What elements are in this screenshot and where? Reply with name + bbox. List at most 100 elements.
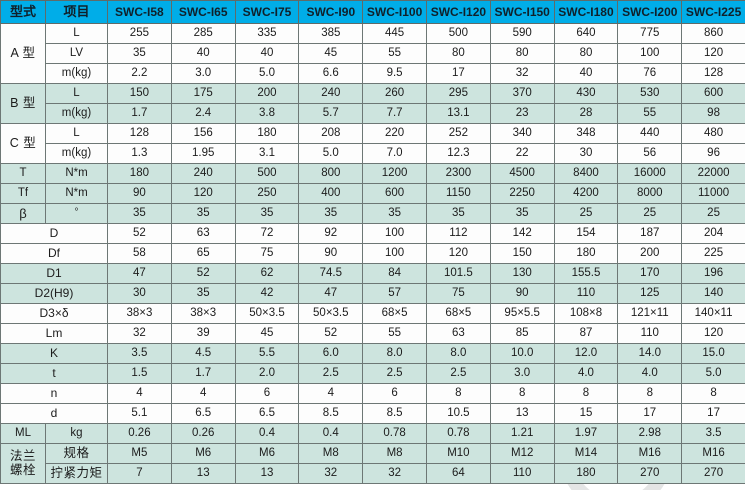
data-cell: 1.21	[489, 423, 555, 444]
row-item-label: n	[0, 383, 108, 404]
header-model-2: SWC-I75	[234, 0, 300, 24]
table-row: D1 47 52 62 74.5 84 101.5 130 155.5 170 196	[0, 263, 745, 284]
data-cell: 92	[298, 223, 364, 244]
row-item-label: m(kg)	[45, 63, 108, 84]
data-cell: 35	[234, 203, 300, 224]
row-item-label: LV	[45, 43, 108, 64]
data-cell: 4	[170, 383, 236, 404]
header-model-9: SWC-I225	[681, 0, 745, 24]
table-row: d 5.1 6.5 6.5 8.5 8.5 10.5 13 15 17 17	[0, 403, 745, 424]
table-row: B 型 L 150 175 200 240 260 295 370 430 530 600	[0, 83, 745, 124]
data-cell: 250	[234, 183, 300, 204]
data-cell: 13	[234, 463, 300, 484]
data-cell: 600	[362, 183, 427, 204]
data-cell: 225	[681, 243, 745, 264]
data-cell: 3.5	[681, 423, 745, 444]
data-cell: 58	[107, 243, 172, 264]
data-cell: 500	[234, 163, 300, 184]
data-cell: 156	[170, 123, 236, 144]
table-header: 型式 项目 SWC-I58 SWC-I65 SWC-I75 SWC-I90 SW…	[0, 0, 745, 24]
data-cell: 17	[681, 403, 745, 424]
data-cell: 5.1	[107, 403, 172, 424]
data-cell: 63	[425, 323, 491, 344]
header-row: 型式 项目 SWC-I58 SWC-I65 SWC-I75 SWC-I90 SW…	[0, 0, 745, 24]
data-cell: 3.0	[489, 363, 555, 384]
header-model-3: SWC-I90	[298, 0, 364, 24]
data-cell: 35	[170, 283, 236, 304]
data-cell: 400	[298, 183, 364, 204]
data-cell: M12	[489, 443, 555, 464]
table-row: 拧紧力矩 7 13 13 32 32 64 110 180 270 270	[1, 463, 745, 484]
data-cell: 35	[107, 203, 172, 224]
table-row: m(kg) 1.7 2.4 3.8 5.7 7.7 13.1 23 28 55 98	[1, 103, 745, 124]
row-item-label: D1	[0, 263, 108, 284]
data-cell: 2.2	[107, 63, 172, 84]
row-item-label: N*m	[45, 183, 108, 204]
data-cell: 440	[617, 123, 683, 144]
data-cell: 1.95	[170, 143, 236, 164]
data-cell: 5.7	[298, 103, 364, 124]
header-model-1: SWC-I65	[170, 0, 236, 24]
data-cell: 55	[362, 323, 427, 344]
data-cell: 240	[298, 83, 364, 104]
data-cell: 7	[107, 463, 172, 484]
data-cell: 120	[170, 183, 236, 204]
data-cell: 370	[489, 83, 555, 104]
header-model-0: SWC-I58	[107, 0, 172, 24]
data-cell: 22	[489, 143, 555, 164]
data-cell: 62	[234, 263, 300, 284]
data-cell: 100	[362, 223, 427, 244]
header-model-8: SWC-I200	[617, 0, 683, 24]
data-cell: 47	[298, 283, 364, 304]
data-cell: 500	[425, 23, 491, 44]
data-cell: 63	[170, 223, 236, 244]
row-group-label: β	[0, 203, 46, 224]
data-cell: 120	[425, 243, 491, 264]
data-cell: 140×11	[681, 303, 745, 324]
data-cell: 80	[425, 43, 491, 64]
data-cell: 3.8	[234, 103, 300, 124]
row-item-label: Df	[0, 243, 108, 264]
header-model-5: SWC-I120	[425, 0, 491, 24]
table-row: C 型 L 128 156 180 208 220 252 340 348 440 480	[0, 123, 745, 164]
row-group-label: 法兰 螺栓	[0, 443, 46, 484]
data-cell: 600	[681, 83, 745, 104]
data-cell: 100	[362, 243, 427, 264]
header-model-7: SWC-I180	[553, 0, 619, 24]
data-cell: 3.5	[107, 343, 172, 364]
data-cell: 8400	[553, 163, 619, 184]
data-cell: 140	[681, 283, 745, 304]
data-cell: 8000	[617, 183, 683, 204]
table-row: D2(H9) 30 35 42 47 57 75 90 110 125 140	[0, 283, 745, 304]
data-cell: 108×8	[553, 303, 619, 324]
data-cell: 180	[234, 123, 300, 144]
data-cell: 96	[681, 143, 745, 164]
header-type: 型式	[0, 0, 46, 24]
data-cell: 40	[234, 43, 300, 64]
data-cell: 252	[425, 123, 491, 144]
data-cell: 295	[425, 83, 491, 104]
data-cell: 14.0	[617, 343, 683, 364]
data-cell: 8	[425, 383, 491, 404]
data-cell: 6	[362, 383, 427, 404]
data-cell: 385	[298, 23, 364, 44]
data-cell: 75	[425, 283, 491, 304]
data-cell: 204	[681, 223, 745, 244]
data-cell: 154	[553, 223, 619, 244]
data-cell: 85	[489, 323, 555, 344]
data-cell: M16	[681, 443, 745, 464]
data-cell: 74.5	[298, 263, 364, 284]
data-cell: 45	[298, 43, 364, 64]
data-cell: 32	[298, 463, 364, 484]
data-cell: 8	[489, 383, 555, 404]
row-item-label: d	[0, 403, 108, 424]
row-item-label: Lm	[0, 323, 108, 344]
data-cell: 155.5	[553, 263, 619, 284]
data-cell: 0.78	[362, 423, 427, 444]
data-cell: 50×3.5	[298, 303, 364, 324]
row-group-label: B 型	[0, 83, 46, 124]
data-cell: 1.3	[107, 143, 172, 164]
data-cell: 260	[362, 83, 427, 104]
